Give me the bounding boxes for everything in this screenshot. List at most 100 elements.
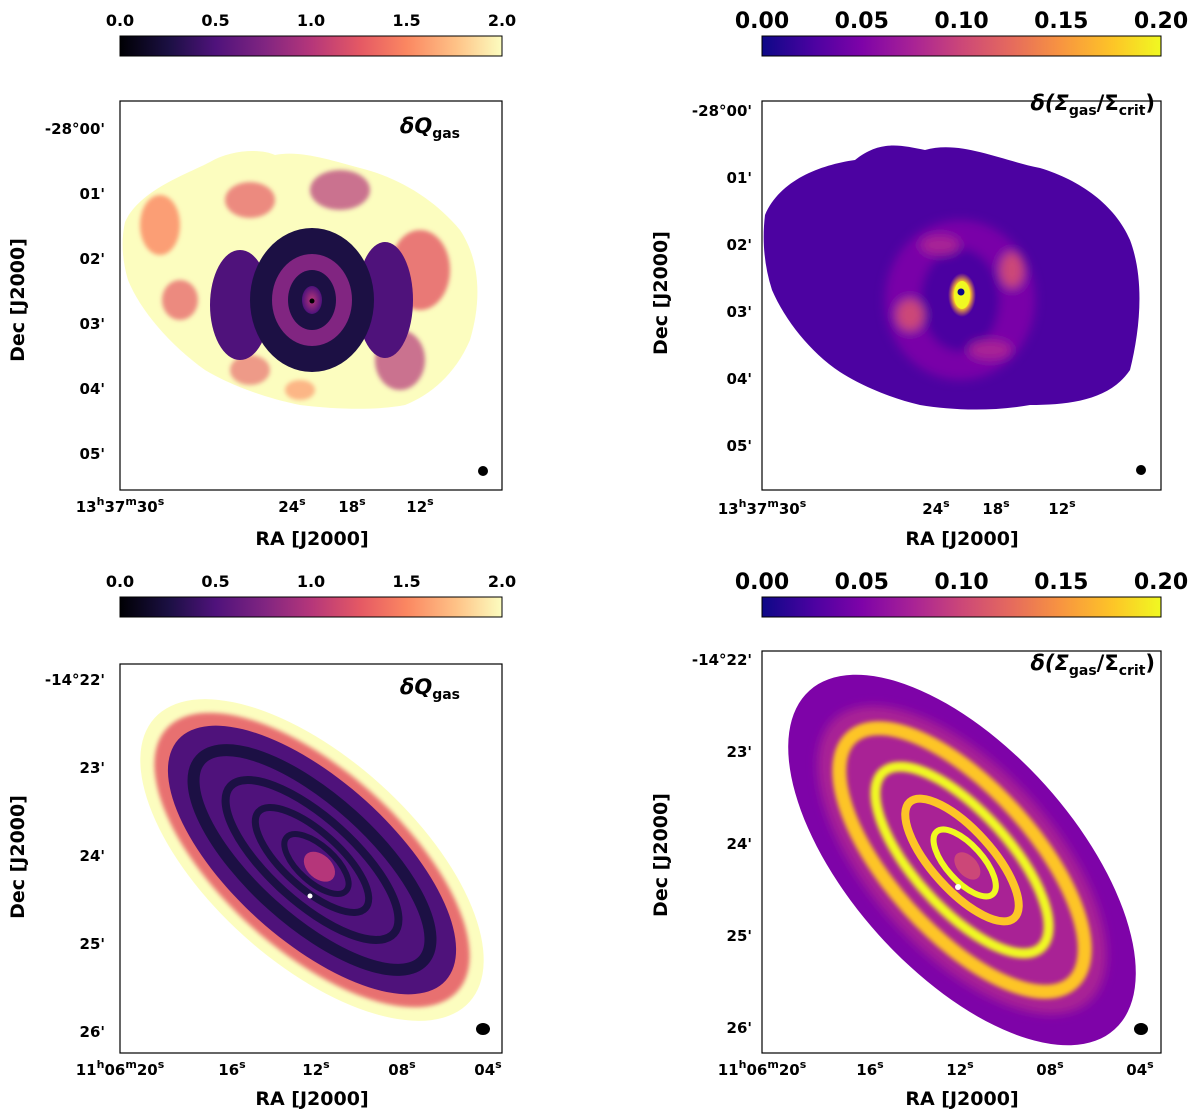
colorbar-tick-label: 0.5	[201, 11, 229, 30]
colorbar-bar	[119, 35, 503, 57]
colorbar-tick-label: 0.20	[1134, 9, 1188, 34]
colorbar-tick-label: 0.00	[735, 570, 789, 595]
colorbar-tick-label: 0.5	[201, 572, 229, 591]
y-tick-label: -14°22'	[692, 651, 752, 669]
y-ticks: -28°00' 01' 02' 03' 04' 05'	[692, 102, 752, 455]
colorbar-tick-label: 0.05	[835, 570, 889, 595]
y-tick-label: 02'	[80, 250, 105, 268]
arm-blob	[920, 235, 960, 255]
x-tick-label: 24s	[922, 497, 950, 518]
beam	[1136, 465, 1146, 475]
colorbar-tick-label: 0.00	[735, 9, 789, 34]
arm-blob	[896, 299, 924, 331]
galaxy-map	[788, 674, 1148, 1046]
x-tick-label: 16s	[856, 1058, 884, 1079]
colorbar-bar	[761, 596, 1162, 618]
arm-inner	[901, 794, 1023, 926]
x-tick-label: 12s	[1048, 497, 1076, 518]
colorbar-bar	[119, 596, 503, 618]
y-ticks: -28°00' 01' 02' 03' 04' 05'	[45, 120, 105, 463]
x-ticks: 11h06m20s 16s 12s 08s 04s	[718, 1058, 1154, 1079]
panel-title: δ(Σgas/Σcrit)	[1030, 651, 1155, 679]
y-tick-label: 23'	[727, 743, 752, 761]
clump	[140, 195, 180, 255]
y-tick-label: 26'	[80, 1023, 105, 1041]
beam	[1134, 1023, 1148, 1035]
colorbar-br: 0.00 0.05 0.10 0.15 0.20	[735, 570, 1188, 618]
ring-core	[281, 831, 352, 897]
ring-outer	[187, 744, 437, 976]
colorbar-ticks: 0.00 0.05 0.10 0.15 0.20	[735, 9, 1188, 34]
y-tick-label: 02'	[727, 236, 752, 254]
clump	[310, 170, 370, 210]
x-tick-label: 18s	[982, 497, 1010, 518]
clump	[230, 355, 270, 385]
arm-blob	[1000, 252, 1024, 288]
y-tick-label: 24'	[727, 835, 752, 853]
y-tick-label: 23'	[80, 759, 105, 777]
colorbar-tick-label: 1.5	[392, 11, 420, 30]
colorbar-tick-label: 2.0	[488, 11, 516, 30]
x-ticks: 13h37m30s 24s 18s 12s	[76, 495, 434, 516]
colorbar-tl: 0.0 0.5 1.0 1.5 2.0	[106, 11, 516, 57]
colorbar-ticks: 0.0 0.5 1.0 1.5 2.0	[106, 572, 516, 591]
ring-mid	[221, 776, 403, 944]
y-tick-label: 03'	[727, 303, 752, 321]
y-tick-label: 25'	[727, 927, 752, 945]
x-ticks: 13h37m30s 24s 18s 12s	[718, 497, 1076, 518]
x-tick-label: 16s	[218, 1058, 246, 1079]
bar-lobe-right	[357, 242, 413, 358]
x-axis-label: RA [J2000]	[255, 1088, 368, 1110]
colorbar-ticks: 0.0 0.5 1.0 1.5 2.0	[106, 11, 516, 30]
arm-core	[930, 826, 999, 900]
panel-title: δ(Σgas/Σcrit)	[1030, 91, 1155, 119]
panel-title: δQgas	[400, 114, 460, 142]
y-ticks: -14°22' 23' 24' 25' 26'	[45, 671, 105, 1041]
colorbar-tick-label: 1.0	[297, 572, 325, 591]
y-axis-label: Dec [J2000]	[7, 795, 29, 919]
colorbar-tick-label: 0.15	[1034, 9, 1088, 34]
center-marker	[957, 288, 965, 296]
clump	[225, 182, 275, 218]
x-tick-label: 11h06m20s	[76, 1058, 165, 1079]
x-tick-label: 08s	[1036, 1058, 1064, 1079]
panel-top-left: 0.0 0.5 1.0 1.5 2.0	[7, 11, 516, 550]
colorbar-tick-label: 0.10	[934, 9, 988, 34]
x-tick-label: 04s	[1126, 1058, 1154, 1079]
x-tick-label: 11h06m20s	[718, 1058, 807, 1079]
colorbar-tr: 0.00 0.05 0.10 0.15 0.20	[735, 9, 1188, 57]
x-tick-label: 18s	[338, 495, 366, 516]
y-tick-label: 01'	[727, 169, 752, 187]
y-tick-label: 25'	[80, 935, 105, 953]
arm-outer	[832, 721, 1092, 999]
ring-inner	[251, 804, 373, 916]
clump	[285, 380, 315, 400]
arm-mid	[870, 761, 1054, 959]
arm-blob	[968, 340, 1012, 360]
panel-bottom-left: 0.0 0.5 1.0 1.5 2.0 δQgas -14°22' 23' 24' 25' 26…	[7, 572, 516, 1110]
y-tick-label: 24'	[80, 847, 105, 865]
colorbar-tick-label: 0.05	[835, 9, 889, 34]
bulge	[303, 851, 336, 882]
x-axis-label: RA [J2000]	[255, 528, 368, 550]
x-tick-label: 12s	[302, 1058, 330, 1079]
y-axis-label: Dec [J2000]	[7, 238, 29, 362]
x-ticks: 11h06m20s 16s 12s 08s 04s	[76, 1058, 502, 1079]
beam	[476, 1023, 490, 1035]
panel-title: δQgas	[400, 675, 460, 703]
x-tick-label: 08s	[388, 1058, 416, 1079]
y-tick-label: 04'	[80, 380, 105, 398]
x-tick-label: 24s	[278, 495, 306, 516]
bulge	[954, 852, 981, 880]
galaxy-map	[763, 145, 1146, 475]
center-marker	[309, 298, 315, 304]
x-tick-label: 12s	[406, 495, 434, 516]
galaxy-map	[140, 699, 490, 1035]
x-axis-label: RA [J2000]	[905, 528, 1018, 550]
colorbar-tick-label: 1.5	[392, 572, 420, 591]
center-marker	[307, 893, 313, 899]
colorbar-bl: 0.0 0.5 1.0 1.5 2.0	[106, 572, 516, 618]
colorbar-tick-label: 0.20	[1134, 570, 1188, 595]
beam	[478, 466, 488, 476]
